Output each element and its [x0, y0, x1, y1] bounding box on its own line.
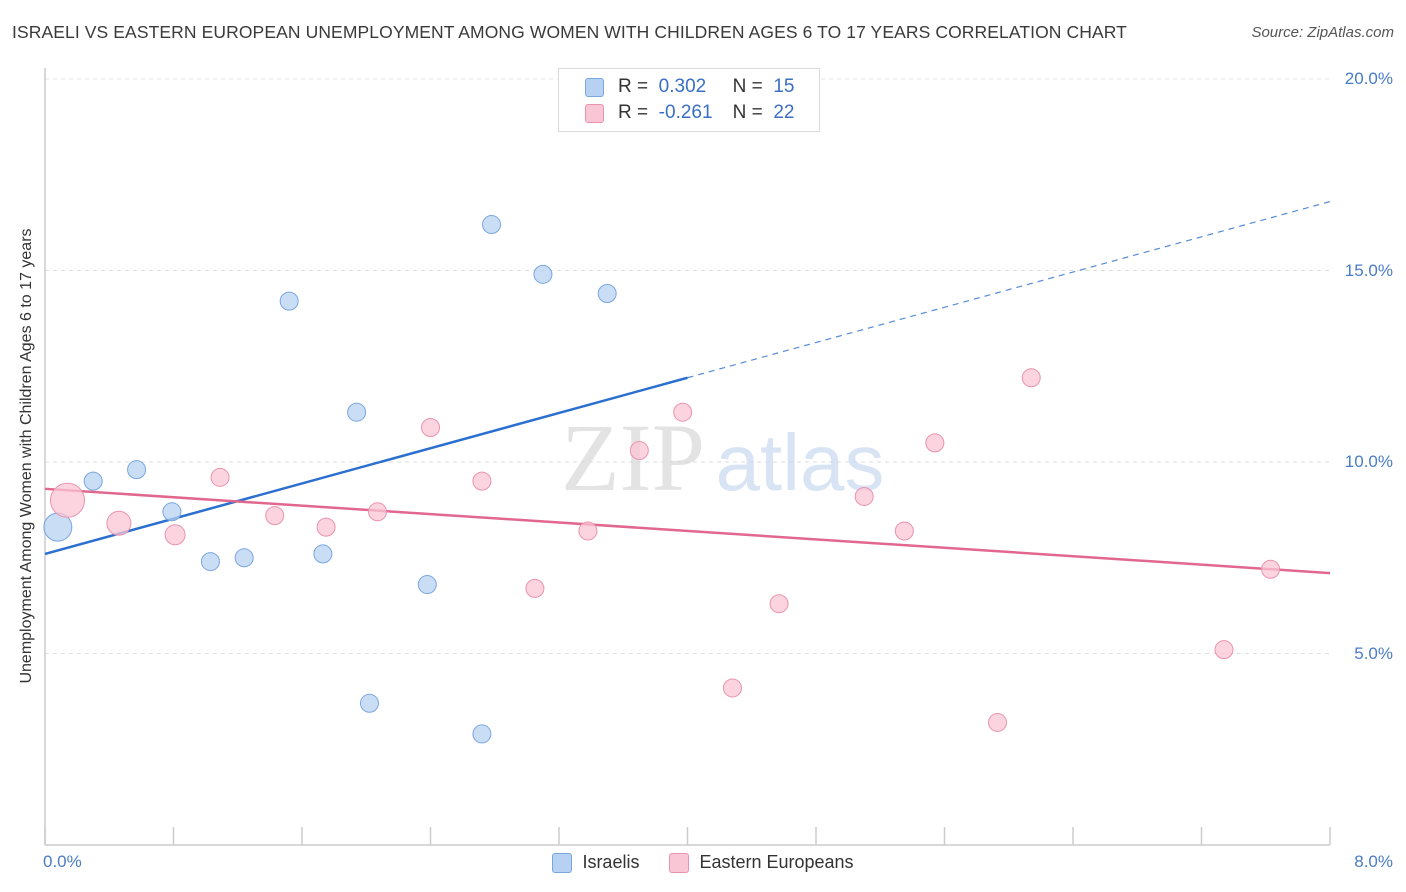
legend-row-eastern-europeans: R = -0.261 N = 22 — [585, 101, 794, 125]
data-point-eastern-europeans — [629, 441, 649, 461]
data-point-eastern-europeans — [894, 521, 914, 541]
legend-swatch-israelis — [585, 77, 604, 97]
data-point-eastern-europeans — [1261, 559, 1281, 579]
data-point-israelis — [359, 693, 379, 713]
data-point-israelis — [200, 552, 220, 572]
legend-item-israelis: Israelis — [552, 852, 639, 873]
grid-lines — [45, 78, 1330, 654]
data-point-eastern-europeans — [769, 594, 789, 614]
data-point-eastern-europeans — [164, 524, 186, 546]
x-tick-max: 8.0% — [1354, 852, 1393, 871]
data-point-eastern-europeans — [1021, 368, 1041, 388]
data-point-israelis — [472, 724, 492, 744]
data-point-eastern-europeans — [265, 506, 285, 526]
legend-swatch-eastern-europeans — [669, 852, 690, 873]
data-point-eastern-europeans — [988, 712, 1008, 732]
data-point-eastern-europeans — [673, 402, 693, 422]
data-point-israelis — [83, 471, 103, 491]
data-point-eastern-europeans — [578, 521, 598, 541]
legend-row-israelis: R = 0.302 N = 15 — [585, 75, 794, 99]
y-tick-label: 20.0% — [1344, 69, 1393, 88]
data-point-eastern-europeans — [722, 678, 742, 698]
y-tick-label: 10.0% — [1344, 452, 1393, 471]
data-point-eastern-europeans — [854, 486, 874, 506]
legend-swatch-israelis — [552, 852, 573, 873]
data-point-israelis — [279, 291, 299, 311]
data-point-eastern-europeans — [106, 510, 132, 536]
data-point-israelis — [162, 502, 182, 522]
trend-line-eastern-europeans — [44, 487, 1331, 575]
source-label: Source: ZipAtlas.com — [1251, 24, 1394, 41]
data-point-israelis — [313, 544, 333, 564]
y-tick-label: 15.0% — [1344, 260, 1393, 280]
legend-r-value: -0.261 — [658, 102, 713, 123]
y-tick-label: 5.0% — [1354, 643, 1393, 663]
x-tick-min: 0.0% — [43, 852, 82, 871]
legend-n-label: N = — [732, 102, 763, 123]
data-point-eastern-europeans — [472, 471, 492, 491]
data-point-israelis — [127, 460, 147, 480]
data-points — [43, 215, 1281, 744]
legend-n-value: 22 — [773, 102, 795, 123]
data-point-eastern-europeans — [1214, 640, 1234, 660]
data-point-israelis — [417, 575, 437, 595]
legend-n-label: N = — [732, 76, 763, 97]
data-point-israelis — [533, 264, 553, 284]
legend-item-eastern-europeans: Eastern Europeans — [669, 852, 854, 873]
data-point-eastern-europeans — [210, 467, 230, 487]
data-point-eastern-europeans — [367, 502, 387, 522]
legend-swatch-eastern-europeans — [585, 103, 604, 123]
data-point-israelis — [347, 402, 367, 422]
data-point-israelis — [482, 215, 502, 235]
data-point-eastern-europeans — [49, 482, 85, 518]
legend-label-eastern-europeans: Eastern Europeans — [699, 852, 854, 872]
legend-n-value: 15 — [773, 76, 795, 97]
correlation-legend: R = 0.302 N = 15 R = -0.261 N = 22 — [558, 68, 820, 132]
data-point-israelis — [597, 283, 617, 303]
axes — [44, 68, 1331, 846]
data-point-eastern-europeans — [316, 517, 336, 537]
watermark: ZIP atlas — [561, 404, 884, 511]
data-point-israelis — [234, 548, 254, 568]
trend-lines — [44, 200, 1331, 575]
data-point-eastern-europeans — [925, 433, 945, 453]
trend-line-extension — [687, 200, 1331, 379]
data-point-eastern-europeans — [421, 418, 440, 438]
series-legend: Israelis Eastern Europeans — [0, 852, 1406, 873]
trend-line-israelis — [44, 376, 688, 556]
legend-label-israelis: Israelis — [582, 852, 640, 872]
legend-r-label: R = — [618, 76, 649, 97]
chart-title: ISRAELI VS EASTERN EUROPEAN UNEMPLOYMENT… — [12, 22, 1127, 42]
data-point-eastern-europeans — [525, 578, 545, 598]
legend-r-value: 0.302 — [658, 76, 707, 97]
legend-r-label: R = — [618, 102, 649, 123]
